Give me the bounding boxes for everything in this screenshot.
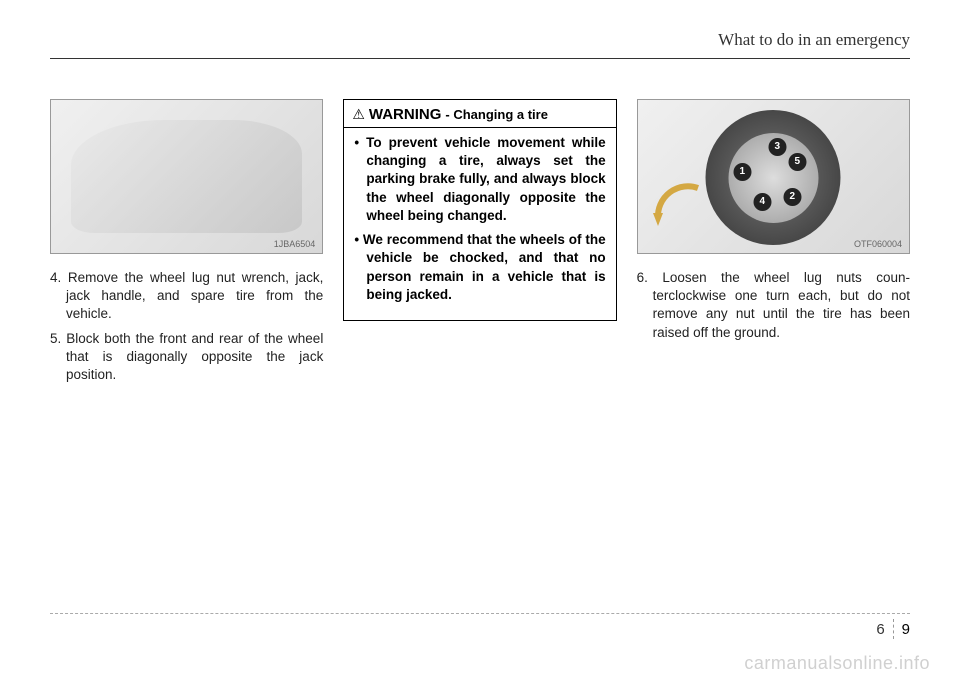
- page-number: 6 9: [876, 619, 910, 639]
- warning-title: WARNING: [369, 106, 442, 123]
- page-num: 9: [902, 621, 910, 638]
- lug-nut-2: 2: [783, 188, 801, 206]
- wheel-illustration-box: 1 2 3 4 5 OTF060004: [637, 99, 910, 254]
- lug-nut-3: 3: [768, 138, 786, 156]
- steps-right: 6. Loosen the wheel lug nuts coun-terclo…: [637, 269, 910, 348]
- section-number: 6: [876, 621, 884, 638]
- header-title: What to do in an emergency: [718, 30, 910, 49]
- warning-subtitle: - Changing a tire: [445, 107, 548, 122]
- warning-item-2: We recommend that the wheels of the vehi…: [354, 231, 605, 304]
- footer-divider: [50, 613, 910, 614]
- column-center: ⚠ WARNING - Changing a tire To prevent v…: [343, 99, 616, 390]
- lug-nut-5: 5: [788, 153, 806, 171]
- car-shape: [71, 120, 302, 233]
- lug-nut-1: 1: [733, 163, 751, 181]
- steps-left: 4. Remove the wheel lug nut wrench, jack…: [50, 269, 323, 390]
- warning-icon: ⚠: [352, 106, 365, 123]
- step-5: 5. Block both the front and rear of the …: [50, 330, 323, 385]
- warning-body: To prevent vehicle movement while changi…: [344, 128, 615, 320]
- step-4: 4. Remove the wheel lug nut wrench, jack…: [50, 269, 323, 324]
- rotation-arrow-icon: [648, 178, 708, 238]
- wheel-shape: 1 2 3 4 5: [706, 110, 841, 245]
- warning-box: ⚠ WARNING - Changing a tire To prevent v…: [343, 99, 616, 321]
- page-number-divider: [893, 619, 894, 639]
- warning-item-1: To prevent vehicle movement while changi…: [354, 134, 605, 225]
- image-caption-right: OTF060004: [849, 237, 907, 251]
- image-caption-left: 1JBA6504: [269, 237, 321, 251]
- step-6: 6. Loosen the wheel lug nuts coun-terclo…: [637, 269, 910, 342]
- watermark: carmanualsonline.info: [744, 653, 930, 674]
- manual-page: What to do in an emergency 1JBA6504 4. R…: [0, 0, 960, 689]
- page-header: What to do in an emergency: [50, 30, 910, 59]
- content-columns: 1JBA6504 4. Remove the wheel lug nut wre…: [50, 99, 910, 390]
- warning-header: ⚠ WARNING - Changing a tire: [344, 100, 615, 128]
- car-jack-illustration: 1JBA6504: [50, 99, 323, 254]
- lug-nut-4: 4: [753, 193, 771, 211]
- column-left: 1JBA6504 4. Remove the wheel lug nut wre…: [50, 99, 323, 390]
- column-right: 1 2 3 4 5 OTF060004 6. Loosen the wheel …: [637, 99, 910, 390]
- wheel-center: 1 2 3 4 5: [728, 133, 818, 223]
